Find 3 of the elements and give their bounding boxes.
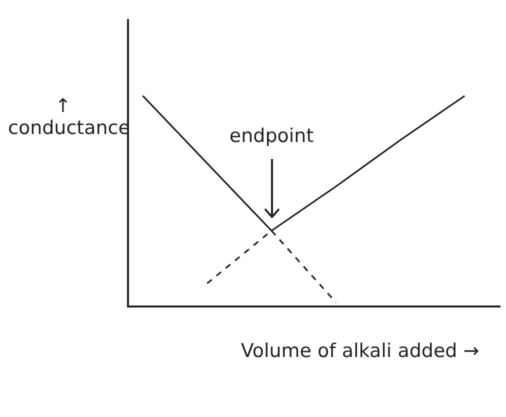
- y-axis-title: ↑ conductance: [8, 95, 130, 139]
- x-axis-title: Volume of alkali added →: [240, 340, 480, 362]
- annotation: endpoint: [229, 125, 314, 148]
